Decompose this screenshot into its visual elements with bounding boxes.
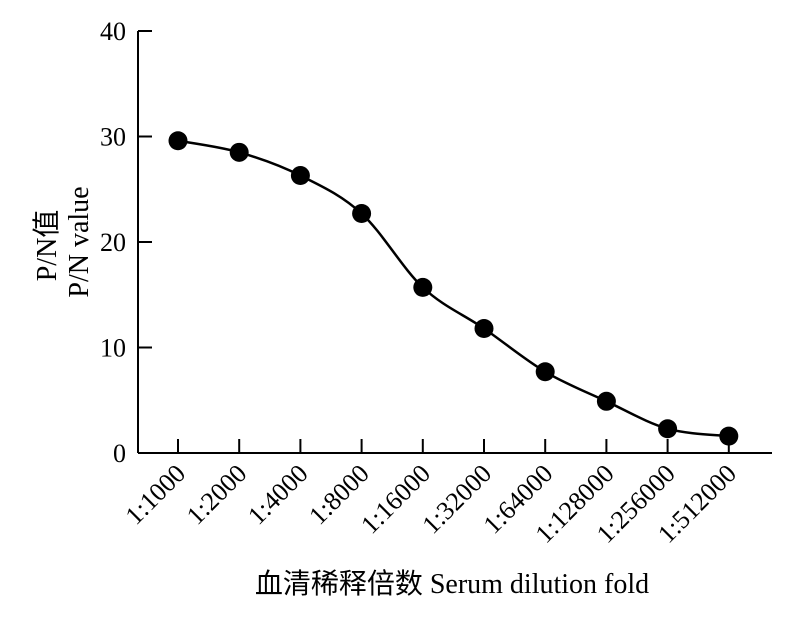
data-point (719, 426, 739, 446)
data-point (413, 277, 433, 297)
data-point (229, 142, 249, 162)
y-tick-label: 20 (100, 228, 126, 257)
y-axis-title-line-1: P/N值 (31, 210, 63, 282)
y-ticks: 0 10 20 30 40 (100, 17, 152, 468)
x-ticks: 1:10001:20001:40001:80001:160001:320001:… (120, 439, 742, 549)
x-axis-title: 血清稀释倍数 Serum dilution fold (255, 568, 649, 600)
data-point (352, 204, 372, 224)
y-tick-label: 0 (113, 439, 126, 468)
data-point (596, 391, 616, 411)
y-axis-title-line-2: P/N value (64, 186, 95, 297)
y-tick-label: 10 (100, 334, 126, 363)
axes (137, 31, 772, 454)
x-tick-label: 1:2000 (181, 459, 253, 531)
data-point (658, 419, 678, 439)
x-tick-label: 1:4000 (242, 459, 314, 531)
y-tick-label: 30 (100, 123, 126, 152)
data-points (168, 131, 739, 446)
y-axis-title: P/N值 P/N value (31, 186, 95, 297)
data-point (168, 131, 188, 151)
data-point (290, 166, 310, 186)
axis-titles: P/N值 P/N value 血清稀释倍数 Serum dilution fol… (31, 186, 649, 600)
series-line (177, 139, 729, 438)
y-tick-label: 40 (100, 17, 126, 46)
data-point (474, 319, 494, 339)
x-tick-label: 1:1000 (120, 459, 192, 531)
data-point (535, 362, 555, 382)
